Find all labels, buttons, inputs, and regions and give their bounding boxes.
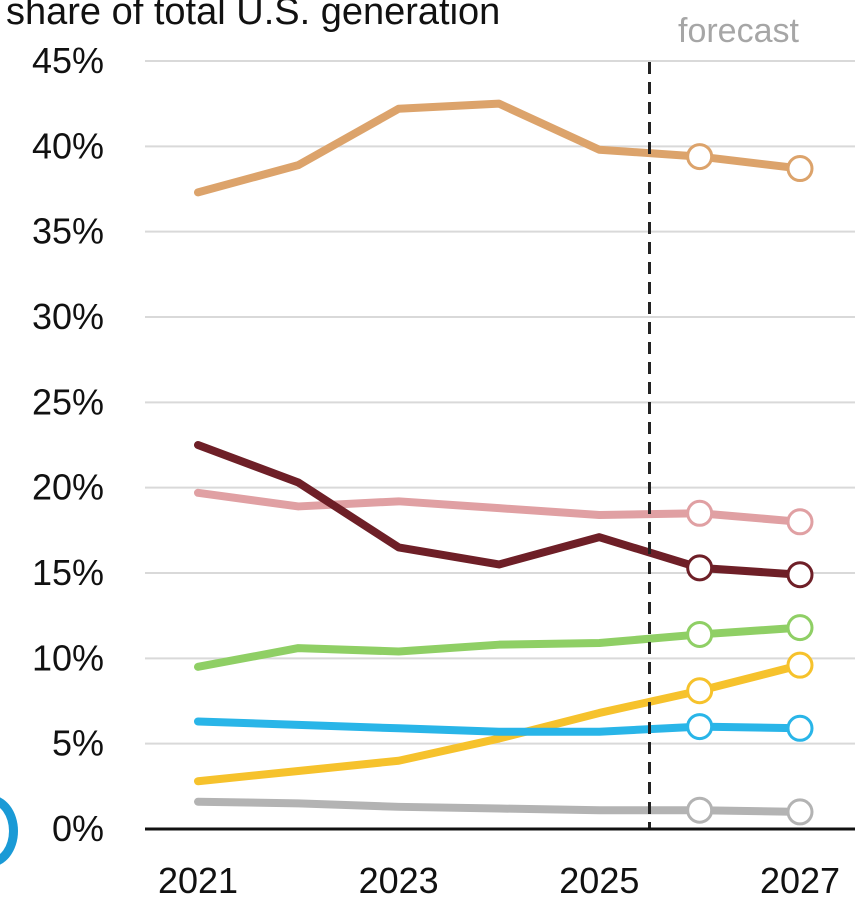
forecast-point [786, 508, 814, 536]
series-lines [194, 99, 804, 816]
y-tick-label: 5% [52, 723, 104, 764]
y-tick-label: 15% [32, 552, 104, 593]
forecast-point [786, 714, 814, 742]
chart-title: share of total U.S. generation [6, 0, 500, 33]
forecast-point [686, 677, 714, 705]
x-axis-tick-labels: 2021 2023 2025 2027 [158, 860, 840, 901]
y-tick-label: 40% [32, 125, 104, 166]
x-tick-label: 2021 [158, 860, 238, 901]
forecast-point [786, 155, 814, 183]
y-tick-label: 25% [32, 381, 104, 422]
y-tick-label: 30% [32, 296, 104, 337]
forecast-point [786, 651, 814, 679]
forecast-point [686, 713, 714, 741]
y-tick-label: 0% [52, 808, 104, 849]
x-tick-label: 2023 [359, 860, 439, 901]
forecast-point [686, 499, 714, 527]
y-axis-tick-labels: 0% 5% 10% 15% 20% 25% 30% 35% 40% 45% [32, 40, 104, 849]
y-tick-label: 35% [32, 211, 104, 252]
y-tick-label: 45% [32, 40, 104, 81]
forecast-point [786, 561, 814, 589]
forecast-point [786, 614, 814, 642]
forecast-point [786, 798, 814, 826]
forecast-point [686, 796, 714, 824]
x-tick-label: 2025 [559, 860, 639, 901]
y-tick-label: 10% [32, 637, 104, 678]
forecast-markers [686, 143, 814, 826]
forecast-annotation: forecast [678, 12, 799, 50]
forecast-point [686, 620, 714, 648]
forecast-point [686, 143, 714, 171]
forecast-point [686, 554, 714, 582]
x-tick-label: 2027 [760, 860, 840, 901]
y-tick-label: 20% [32, 467, 104, 508]
